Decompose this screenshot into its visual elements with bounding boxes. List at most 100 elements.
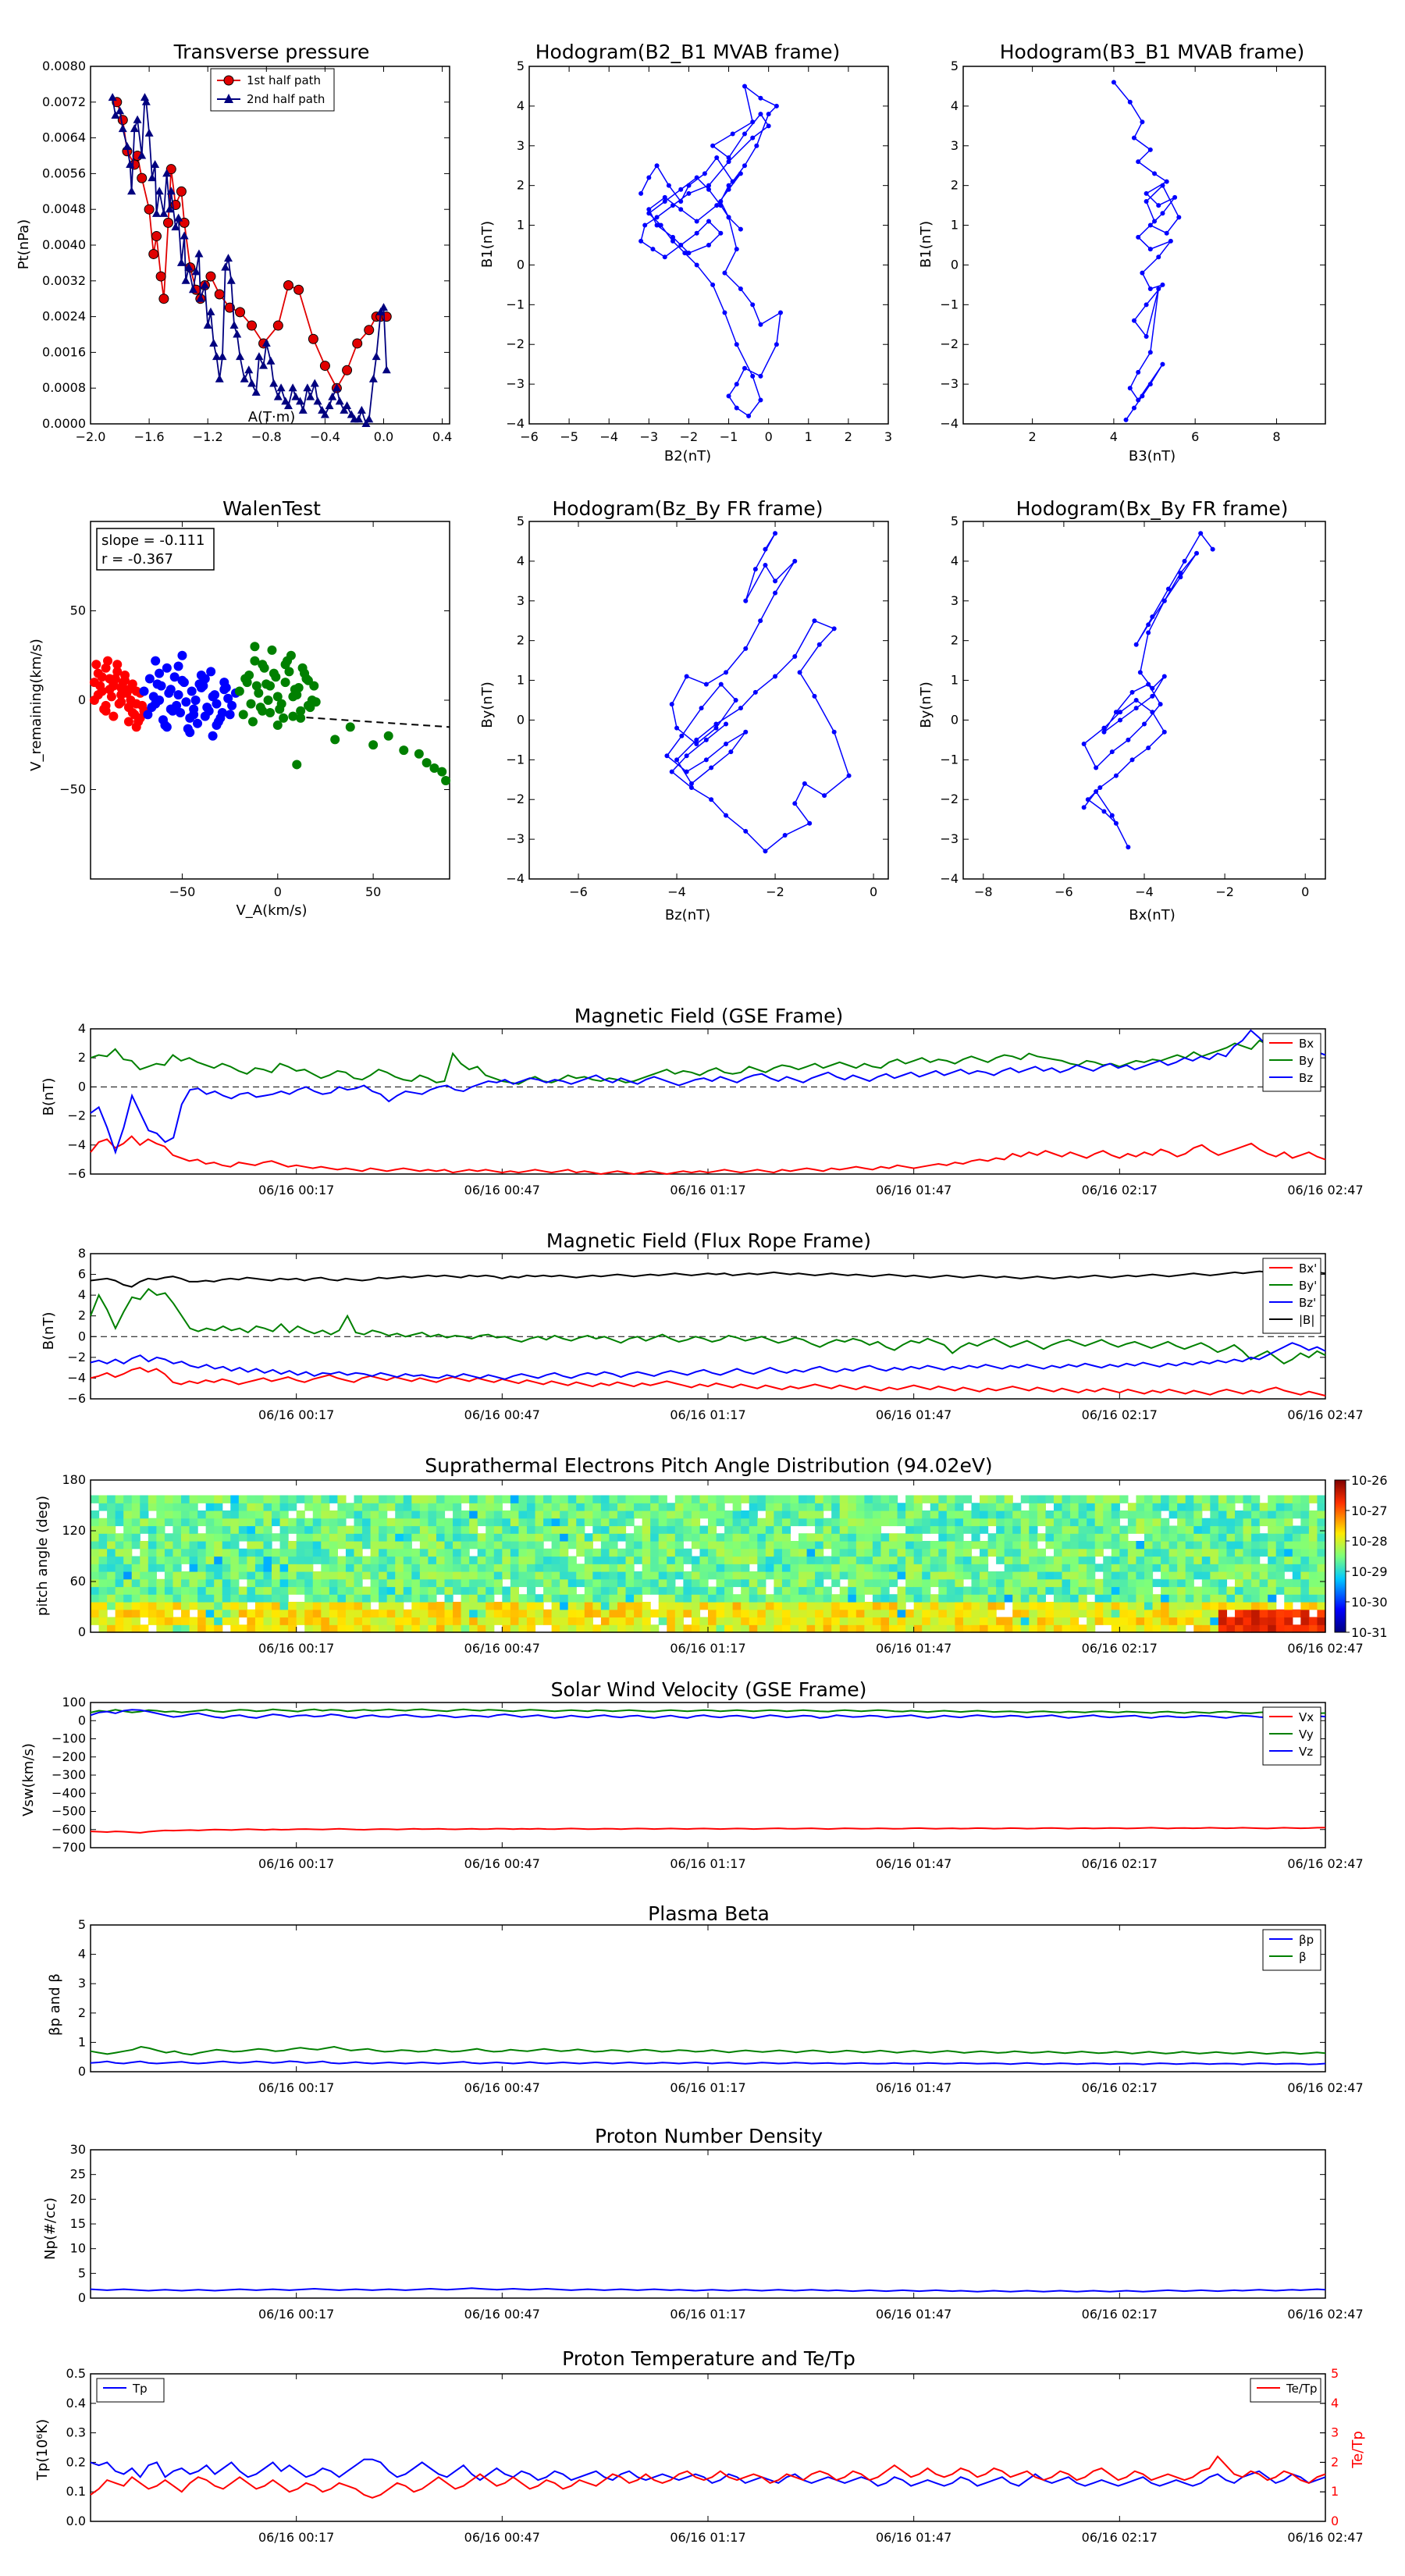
heatmap-cell bbox=[164, 1517, 174, 1527]
data-point bbox=[686, 251, 692, 256]
heatmap-cell bbox=[880, 1517, 890, 1527]
heatmap-cell bbox=[288, 1571, 297, 1580]
heatmap-cell bbox=[1284, 1609, 1293, 1618]
heatmap-cell bbox=[790, 1503, 799, 1511]
heatmap-cell bbox=[254, 1571, 265, 1580]
y-tick-label: −3 bbox=[506, 376, 525, 391]
heatmap-cell bbox=[469, 1510, 478, 1519]
heatmap-cell bbox=[1103, 1594, 1112, 1603]
heatmap-cell bbox=[181, 1525, 190, 1534]
heatmap-cell bbox=[922, 1617, 931, 1625]
heatmap-cell bbox=[502, 1510, 511, 1519]
heatmap-cell bbox=[1268, 1533, 1277, 1542]
heatmap-cell bbox=[362, 1525, 372, 1534]
heatmap-cell bbox=[741, 1548, 750, 1557]
heatmap-cell bbox=[263, 1617, 272, 1625]
heatmap-cell bbox=[329, 1602, 338, 1610]
heatmap-cell bbox=[732, 1525, 742, 1534]
heatmap-cell bbox=[584, 1541, 593, 1550]
plot-frame bbox=[90, 2373, 1326, 2522]
heatmap-cell bbox=[658, 1578, 667, 1588]
data-point bbox=[206, 307, 215, 315]
heatmap-cell bbox=[551, 1594, 560, 1603]
heatmap-cell bbox=[205, 1525, 215, 1534]
heatmap-cell bbox=[1201, 1594, 1211, 1603]
heatmap-cell bbox=[156, 1609, 165, 1618]
heatmap-cell bbox=[247, 1564, 256, 1572]
heatmap-cell bbox=[839, 1571, 848, 1580]
heatmap-cell bbox=[272, 1624, 281, 1633]
heatmap-cell bbox=[428, 1517, 437, 1527]
y-tick-label: 4 bbox=[78, 1287, 86, 1302]
heatmap-cell bbox=[905, 1624, 915, 1633]
heatmap-cell bbox=[173, 1541, 182, 1550]
heatmap-cell bbox=[321, 1594, 330, 1603]
heatmap-cell bbox=[1062, 1571, 1071, 1580]
x-tick-label: −8 bbox=[974, 884, 993, 899]
heatmap-cell bbox=[600, 1556, 610, 1564]
data-point bbox=[296, 706, 306, 716]
series-line bbox=[1083, 532, 1214, 848]
slope-annotation: slope = -0.111 bbox=[101, 532, 205, 549]
heatmap-cell bbox=[634, 1495, 643, 1503]
heatmap-cell bbox=[148, 1541, 157, 1550]
heatmap-cell bbox=[658, 1617, 667, 1625]
x-tick-label: 06/16 01:17 bbox=[670, 1641, 745, 1656]
heatmap-cell bbox=[757, 1594, 767, 1603]
heatmap-cell bbox=[453, 1556, 462, 1564]
heatmap-cell bbox=[848, 1503, 857, 1511]
heatmap-cell bbox=[674, 1594, 684, 1603]
heatmap-cell bbox=[411, 1571, 421, 1580]
heatmap-cell bbox=[453, 1533, 462, 1542]
heatmap-cell bbox=[913, 1594, 923, 1603]
data-point bbox=[137, 700, 148, 710]
heatmap-cell bbox=[1168, 1564, 1178, 1572]
heatmap-cell bbox=[296, 1533, 305, 1542]
heatmap-cell bbox=[1094, 1525, 1104, 1534]
heatmap-cell bbox=[1144, 1548, 1154, 1557]
heatmap-cell bbox=[91, 1617, 100, 1625]
heatmap-cell bbox=[1193, 1548, 1203, 1557]
heatmap-cell bbox=[156, 1517, 165, 1527]
heatmap-cell bbox=[848, 1517, 857, 1527]
heatmap-cell bbox=[864, 1517, 873, 1527]
heatmap-cell bbox=[980, 1503, 989, 1511]
heatmap-cell bbox=[872, 1578, 882, 1588]
heatmap-cell bbox=[913, 1602, 923, 1610]
data-point bbox=[108, 679, 119, 689]
correlation-annotation: r = -0.367 bbox=[101, 551, 173, 568]
heatmap-cell bbox=[1177, 1586, 1186, 1595]
data-point bbox=[1146, 622, 1151, 628]
heatmap-cell bbox=[658, 1564, 667, 1572]
heatmap-cell bbox=[222, 1510, 231, 1519]
heatmap-cell bbox=[567, 1525, 577, 1534]
heatmap-cell bbox=[1078, 1578, 1087, 1588]
heatmap-cell bbox=[815, 1578, 824, 1588]
heatmap-cell bbox=[922, 1594, 931, 1603]
heatmap-cell bbox=[140, 1495, 149, 1503]
heatmap-cell bbox=[535, 1533, 544, 1542]
data-point bbox=[1140, 393, 1145, 399]
data-point bbox=[259, 361, 269, 369]
heatmap-cell bbox=[1243, 1556, 1252, 1564]
heatmap-cell bbox=[1300, 1594, 1310, 1603]
heatmap-cell bbox=[354, 1586, 363, 1595]
heatmap-cell bbox=[205, 1617, 215, 1625]
heatmap-cell bbox=[296, 1586, 305, 1595]
heatmap-cell bbox=[634, 1541, 643, 1550]
x-tick-label: 06/16 00:17 bbox=[258, 1856, 334, 1871]
heatmap-cell bbox=[1111, 1609, 1120, 1618]
data-point bbox=[247, 717, 258, 727]
heatmap-cell bbox=[1177, 1548, 1186, 1557]
heatmap-cell bbox=[650, 1556, 660, 1564]
heatmap-cell bbox=[774, 1495, 783, 1503]
heatmap-cell bbox=[560, 1617, 569, 1625]
heatmap-cell bbox=[345, 1571, 355, 1580]
y-tick-label: −4 bbox=[940, 871, 959, 886]
heatmap-cell bbox=[386, 1578, 396, 1588]
heatmap-cell bbox=[148, 1495, 157, 1503]
colorbar-tick-label: 10-26 bbox=[1351, 1473, 1388, 1488]
heatmap-cell bbox=[1234, 1525, 1244, 1534]
heatmap-cell bbox=[987, 1624, 997, 1633]
heatmap-cell bbox=[436, 1624, 446, 1633]
